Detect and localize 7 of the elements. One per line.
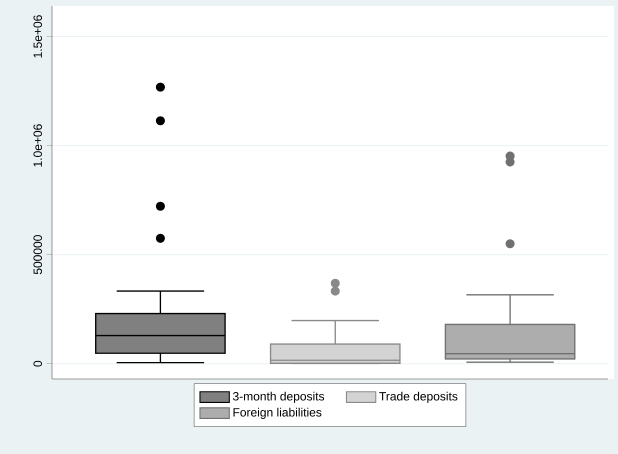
legend-label: 3-month deposits xyxy=(232,392,324,403)
y-tick-label: 500000 xyxy=(33,235,42,274)
y-tick-label: 0 xyxy=(33,360,42,367)
legend-label: Foreign liabilities xyxy=(233,408,322,419)
y-tick-label: 1.0e+06 xyxy=(33,124,42,167)
y-tick-label: 1.5e+06 xyxy=(33,15,42,58)
legend-label: Trade deposits xyxy=(379,392,458,403)
